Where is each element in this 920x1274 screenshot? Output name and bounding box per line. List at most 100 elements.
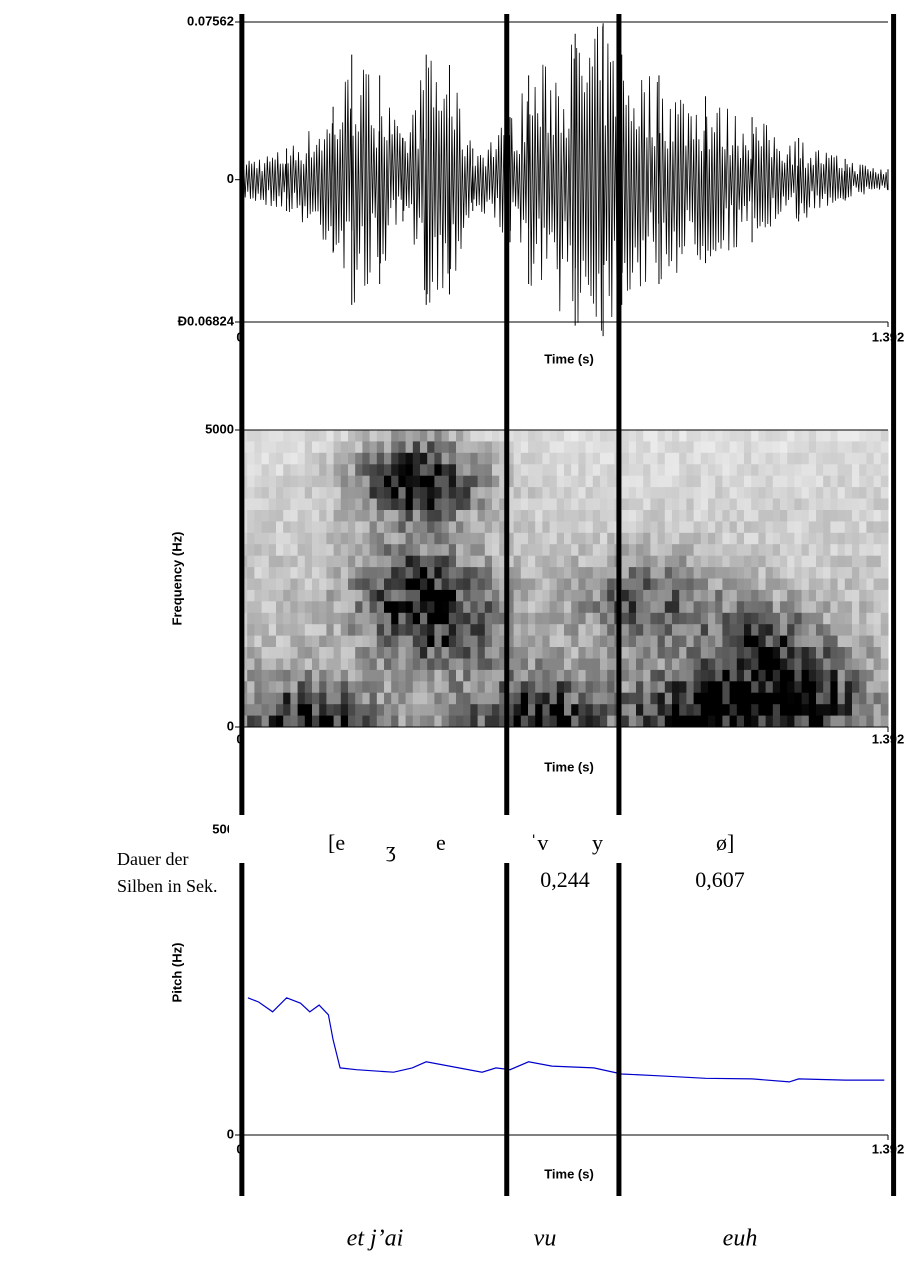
spectrogram-cell [528,464,536,477]
spectrogram-cell [297,612,306,625]
spectrogram-cell [765,441,774,454]
spectrogram-cell [700,475,709,488]
spectrogram-cell [628,532,637,545]
spectrogram-cell [319,487,327,499]
spectrogram-cell [657,555,666,568]
spectrogram-cell [873,567,882,579]
spectrogram-cell [808,475,817,488]
spectrogram-cell [873,430,882,442]
spectrogram-cell [578,624,587,637]
spectrogram-cell [866,498,875,511]
spectrogram-cell [412,475,421,488]
spectrogram-cell [679,681,687,694]
spectrogram-cell [636,715,644,728]
spectrogram-cell [391,544,399,557]
spectrogram-cell [427,692,435,705]
spectrogram-cell [823,669,831,682]
spectrogram-cell [333,669,342,682]
spectrogram-cell [751,589,759,602]
spectrogram-cell [549,475,558,488]
spectrogram-cell [794,487,803,499]
spectrogram-cell [859,704,867,717]
spectrogram-cell [801,589,810,602]
spectrogram-cell [340,589,349,602]
y-axis-label: Pitch (Hz) [169,943,184,1003]
spectrogram-cell [765,475,774,488]
spectrogram-cell [470,567,479,579]
spectrogram-cell [326,715,335,728]
spectrogram-cell [384,681,392,694]
spectrogram-cell [384,487,392,499]
spectrogram-cell [441,601,450,614]
spectrogram-cell [456,498,464,511]
spectrogram-cell [686,692,695,705]
spectrogram-cell [506,635,515,648]
spectrogram-cell [297,647,306,659]
spectrogram-cell [736,715,745,728]
spectrogram-cell [823,704,831,717]
spectrogram-cell [376,544,385,557]
spectrogram-cell [319,658,327,671]
spectrogram-cell [441,692,450,705]
spectrogram-cell [758,452,767,465]
spectrogram-cell [873,715,882,728]
phone: e [436,830,446,855]
spectrogram-cell [751,624,759,637]
spectrogram-cell [585,532,594,545]
spectrogram-cell [520,715,529,728]
spectrogram-cell [434,612,443,625]
spectrogram-cell [607,704,615,717]
spectrogram-cell [492,589,500,602]
spectrogram-cell [758,669,767,682]
spectrogram-cell [751,658,759,671]
spectrogram-cell [542,647,551,659]
spectrogram-cell [261,544,270,557]
spectrogram-cell [268,464,277,477]
spectrogram-cell [852,532,860,545]
spectrogram-cell [549,715,558,728]
spectrogram-cell [412,612,421,625]
spectrogram-cell [369,555,378,568]
spectrogram-cell [664,532,673,545]
spectrogram-cell [391,704,399,717]
spectrogram-cell [880,452,889,465]
spectrogram-cell [499,487,507,499]
spectrogram-cell [621,635,630,648]
spectrogram-cell [542,510,551,522]
spectrogram-cell [880,487,889,499]
spectrogram-cell [448,692,457,705]
spectrogram-cell [528,704,536,717]
spectrogram-cell [268,704,277,717]
spectrogram-cell [679,510,687,522]
spectrogram-cell [412,624,421,637]
spectrogram-cell [420,567,428,579]
spectrogram-cell [398,658,407,671]
spectrogram-cell [499,704,507,717]
spectrogram-cell [600,692,608,705]
spectrogram-cell [859,441,867,454]
spectrogram-cell [362,452,371,465]
y-tick-label: 5000 [205,421,234,436]
spectrogram-cell [837,681,846,694]
spectrogram-cell [650,589,659,602]
spectrogram-cell [535,624,543,637]
spectrogram-cell [600,658,608,671]
spectrogram-cell [463,475,471,488]
spectrogram-cell [780,647,788,659]
spectrogram-cell [247,715,255,728]
spectrogram-cell [513,532,522,545]
spectrogram-cell [348,704,356,717]
spectrogram-cell [412,704,421,717]
spectrogram-cell [398,601,407,614]
spectrogram-cell [708,612,716,625]
spectrogram-cell [772,692,781,705]
spectrogram-cell [276,647,284,659]
spectrogram-cell [715,452,723,465]
spectrogram-cell [844,498,853,511]
spectrogram-cell [823,647,831,659]
x-tick-label: 1.392 [872,329,905,344]
spectrogram-cell [477,681,486,694]
spectrogram-cell [744,624,752,637]
spectrogram-cell [319,635,327,648]
spectrogram-cell [758,567,767,579]
